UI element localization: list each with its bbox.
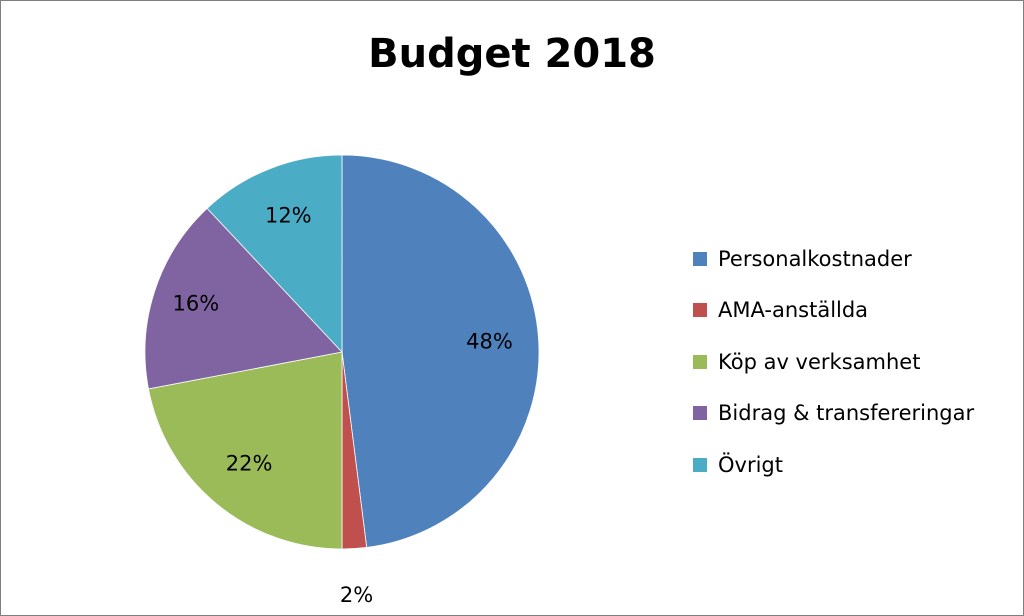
legend-label: Bidrag & transfereringar xyxy=(718,401,975,426)
legend: Personalkostnader AMA-anställda Köp av v… xyxy=(693,233,1013,491)
pie-data-label: 48% xyxy=(466,330,513,354)
pie-slice xyxy=(148,351,343,550)
legend-label: AMA-anställda xyxy=(718,298,869,323)
legend-item: AMA-anställda xyxy=(693,285,1013,337)
pie-slice xyxy=(144,207,343,390)
pie-slice xyxy=(341,154,540,548)
pie-data-label: 16% xyxy=(173,292,220,316)
legend-item: Personalkostnader xyxy=(693,233,1013,285)
pie-slice xyxy=(206,154,343,354)
legend-item: Övrigt xyxy=(693,439,1013,491)
legend-item: Köp av verksamhet xyxy=(693,336,1013,388)
legend-label: Personalkostnader xyxy=(718,246,912,271)
legend-label: Köp av verksamhet xyxy=(718,349,921,374)
legend-swatch xyxy=(693,457,707,472)
legend-label: Övrigt xyxy=(718,452,783,477)
chart-title: Budget 2018 xyxy=(368,31,656,77)
pie-data-label: 2% xyxy=(340,583,373,607)
legend-swatch xyxy=(693,303,707,318)
legend-swatch xyxy=(693,354,707,369)
legend-swatch xyxy=(693,406,707,421)
pie-data-label: 22% xyxy=(226,451,273,475)
pie-data-label: 12% xyxy=(265,204,312,228)
legend-swatch xyxy=(693,251,707,266)
legend-item: Bidrag & transfereringar xyxy=(693,388,1013,440)
